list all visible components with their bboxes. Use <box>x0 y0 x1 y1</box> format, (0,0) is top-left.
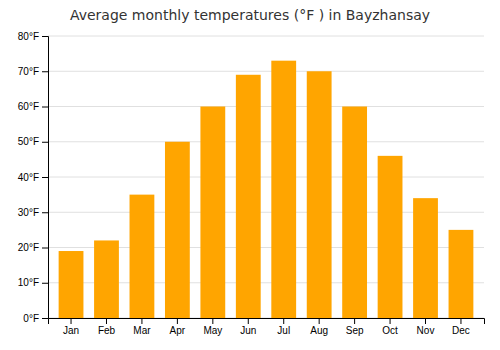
x-axis: Jan Feb Mar Apr May Jun Jul Aug Sep Oct Nov Dec <box>49 318 485 336</box>
tick-mark <box>42 177 48 178</box>
tick-label: 40°F <box>18 172 39 183</box>
tick-mark <box>319 318 320 324</box>
plot: 0°F 10°F 20°F 30°F 40°F 50°F 60°F 70°F 80°F Jan Fe… <box>18 31 485 336</box>
chart: Average monthly temperatures (°F ) in Ba… <box>0 0 500 350</box>
tick: Feb <box>98 318 116 336</box>
tick: 10°F <box>18 277 48 288</box>
bar <box>449 230 474 318</box>
tick-mark <box>354 318 355 324</box>
tick: Jun <box>240 318 256 336</box>
tick-label: May <box>203 325 222 336</box>
tick: Sep <box>346 318 364 336</box>
tick: May <box>203 318 222 336</box>
tick: Nov <box>417 318 435 336</box>
tick: Jan <box>63 318 79 336</box>
tick-mark <box>42 36 48 37</box>
tick-label: Oct <box>382 325 398 336</box>
tick-label: Mar <box>133 325 151 336</box>
tick-mark <box>42 212 48 213</box>
tick-mark <box>283 318 284 324</box>
tick-mark <box>177 318 178 324</box>
grid-line <box>48 106 484 107</box>
tick-label: 80°F <box>18 31 39 42</box>
tick-mark <box>42 71 48 72</box>
tick: 80°F <box>18 31 48 42</box>
bar <box>94 240 119 318</box>
tick-label: Nov <box>417 325 435 336</box>
bar <box>200 107 225 319</box>
bar <box>307 71 332 318</box>
axis-line <box>42 37 49 319</box>
tick-label: Jun <box>240 325 256 336</box>
bar <box>413 198 438 318</box>
bar <box>342 107 367 319</box>
tick: 50°F <box>18 136 48 147</box>
bar <box>59 251 84 318</box>
tick-mark <box>42 248 48 249</box>
bar <box>378 156 403 318</box>
tick-label: 70°F <box>18 66 39 77</box>
tick: 70°F <box>18 66 48 77</box>
tick-label: 30°F <box>18 207 39 218</box>
bars <box>59 61 474 318</box>
tick-label: 0°F <box>23 313 39 324</box>
tick: Dec <box>452 318 470 336</box>
tick-mark <box>42 318 48 319</box>
tick: Oct <box>382 318 398 336</box>
tick-mark <box>42 142 48 143</box>
tick-label: 60°F <box>18 101 39 112</box>
tick-mark <box>425 318 426 324</box>
tick-label: 20°F <box>18 242 39 253</box>
axis-line <box>49 319 485 325</box>
tick: 0°F <box>23 313 48 324</box>
tick-label: Aug <box>310 325 328 336</box>
tick-mark <box>248 318 249 324</box>
tick-mark <box>212 318 213 324</box>
tick-label: Sep <box>346 325 364 336</box>
grid-line <box>48 177 484 178</box>
tick: Apr <box>170 318 186 336</box>
tick-mark <box>42 283 48 284</box>
y-axis: 0°F 10°F 20°F 30°F 40°F 50°F 60°F 70°F 80°F <box>18 31 49 324</box>
tick-mark <box>71 318 72 324</box>
tick-mark <box>141 318 142 324</box>
tick-label: 50°F <box>18 136 39 147</box>
tick: 60°F <box>18 101 48 112</box>
tick: 40°F <box>18 172 48 183</box>
tick-label: Dec <box>452 325 470 336</box>
grid-line <box>48 141 484 142</box>
bar <box>165 142 190 318</box>
bar <box>271 61 296 318</box>
tick-mark <box>42 107 48 108</box>
tick-label: 10°F <box>18 277 39 288</box>
tick-label: Feb <box>98 325 116 336</box>
grid-line <box>48 71 484 72</box>
tick-mark <box>390 318 391 324</box>
bar <box>236 75 261 318</box>
tick: 20°F <box>18 242 48 253</box>
tick-label: Jan <box>63 325 79 336</box>
tick: Mar <box>133 318 151 336</box>
tick: Jul <box>277 318 290 336</box>
tick-label: Apr <box>170 325 186 336</box>
tick: 30°F <box>18 207 48 218</box>
tick-mark <box>460 318 461 324</box>
tick-mark <box>106 318 107 324</box>
grid-line <box>48 36 484 37</box>
grid <box>48 36 484 318</box>
title: Average monthly temperatures (°F ) in Ba… <box>70 7 430 23</box>
tick: Aug <box>310 318 328 336</box>
bar <box>130 195 155 318</box>
tick-label: Jul <box>277 325 290 336</box>
